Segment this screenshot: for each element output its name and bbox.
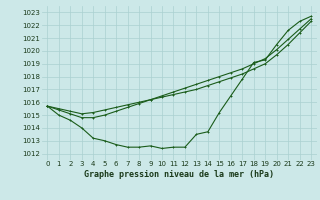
X-axis label: Graphe pression niveau de la mer (hPa): Graphe pression niveau de la mer (hPa) — [84, 170, 274, 179]
